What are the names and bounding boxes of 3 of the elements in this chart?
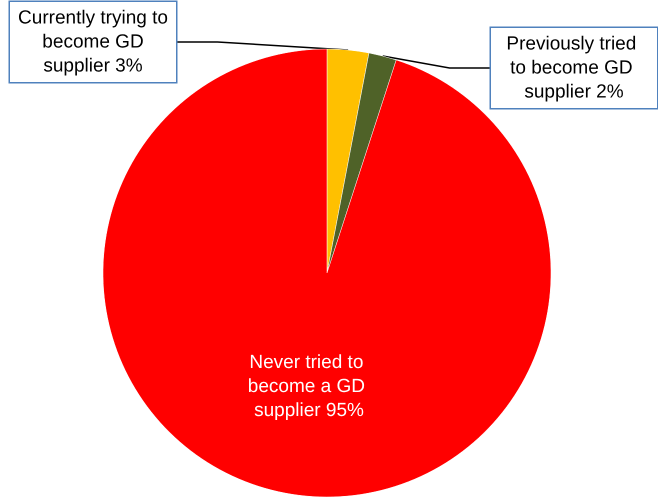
slice-label: Never tried to become a GD supplier 95% (248, 352, 370, 422)
slice-label: Currently trying to become GD supplier 3% (18, 8, 168, 76)
slice-label: Previously tried to become GD supplier 2% (506, 34, 642, 102)
